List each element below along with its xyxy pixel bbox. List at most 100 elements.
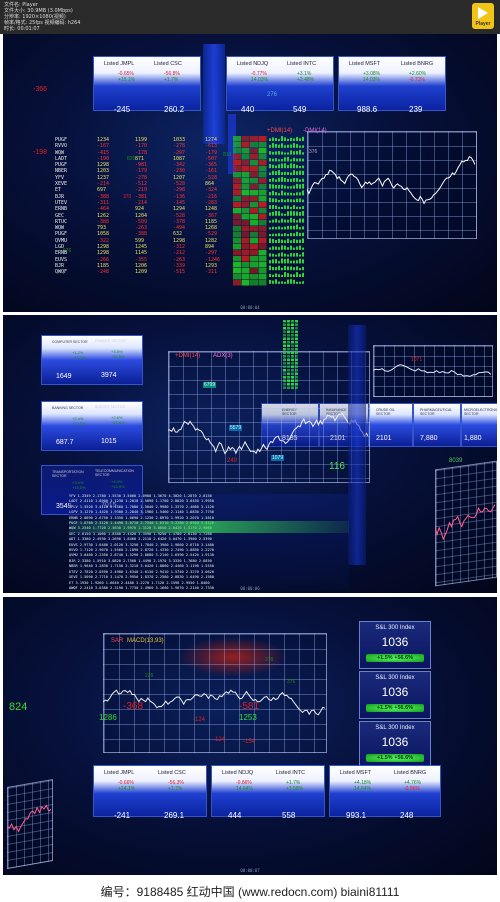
sector-box: PHARMACEUTICAL SECTOR 7,880 <box>413 403 461 447</box>
table-cell: -230 <box>173 168 186 175</box>
ticker-box: Listed MSFT Listed BNRG +3.08% 14.03% +2.… <box>338 56 446 114</box>
sector-title: MICROELECTRONICS SECTOR <box>464 408 497 416</box>
matrix-row: YFV 1.2349 2.1780 1.5530 3.5060 2.0980 1… <box>69 494 212 498</box>
index-change: +1.5% +56.6% <box>366 654 424 662</box>
ticker-name: Listed MSFT <box>349 61 381 67</box>
timecode: 00:00:06 <box>240 586 260 591</box>
sector-title: BUDGET SECTOR <box>95 405 126 409</box>
floating-number: 1071 <box>411 357 423 363</box>
ticker-pct: +15.1% <box>118 77 136 83</box>
ticker-value: 549 <box>293 105 307 114</box>
ticker-name: Listed CSC <box>158 770 186 776</box>
ticker-pct: -0.77% <box>251 71 267 77</box>
sector-value: 2101 <box>376 435 392 442</box>
table-cell: 1245 <box>135 244 148 251</box>
sector-box: BUDGET SECTOR +2.6% +16.5% 1015 <box>91 401 143 449</box>
table-cell: 1209 <box>135 269 148 276</box>
light-bar <box>203 44 225 144</box>
sector-box: CRUDE OIL SECTOR 2101 <box>369 403 413 447</box>
index-value: 1036 <box>381 685 409 699</box>
matrix-row: EUVS 2.9730 1.6480 2.0120 3.3250 1.7840 … <box>69 542 214 547</box>
ticker-value: -245 <box>114 105 131 114</box>
light-bar <box>228 114 236 174</box>
sector-value: 1,880 <box>464 435 482 442</box>
sector-box: COMPUTER SECTOR +1.2% +16.5% 1649 <box>41 335 143 385</box>
sector-box: FINANCE SECTOR +3.5% +16.5% 3974 <box>91 335 143 383</box>
watermark-footer: 编号：9188485 红动中国 (www.redocn.com) biaini8… <box>0 877 500 902</box>
table-cell: -145 <box>173 199 186 206</box>
sector-pct: +16.5% <box>111 420 125 425</box>
table-cell: 1058 <box>97 231 110 238</box>
matrix-row: RVVO 1.7120 2.9670 1.5560 2.1890 2.8720 … <box>69 548 214 553</box>
chart-label: +DMI(14) <box>267 128 293 134</box>
price-line <box>168 412 368 455</box>
frame-3: SAR MACD(13,93) 824 1286 1253 -368 -124 … <box>3 597 497 875</box>
table-cell: -529 <box>205 231 218 238</box>
table-cell: 1185 <box>97 262 110 269</box>
ticker-pct: +1.7% <box>286 780 301 786</box>
sector-value: 1649 <box>56 373 72 380</box>
table-cell: 1234 <box>97 137 110 143</box>
ticker-pct: +3.58% <box>286 786 304 792</box>
table-cell: -178 <box>135 149 148 156</box>
table-cell: GEC <box>55 212 65 219</box>
side-line <box>435 504 495 541</box>
ticker-name: Listed INTC <box>287 61 317 67</box>
ticker-pct: +2.48% <box>297 77 315 83</box>
table-cell: -528 <box>173 212 186 219</box>
table-cell: QWQF <box>55 269 68 276</box>
table-cell: 1262 <box>97 212 110 219</box>
table-cell: 599 <box>135 237 145 244</box>
chart-label: SAR <box>111 638 124 644</box>
sector-value: 7,880 <box>420 435 438 442</box>
ticker-value: 993.1 <box>346 811 367 820</box>
table-cell: 1206 <box>135 262 148 269</box>
table-cell: EUVS <box>55 256 68 263</box>
table-cell: WQW <box>55 149 65 156</box>
table-cell: -509 <box>135 218 148 225</box>
sector-value: 3549 <box>56 503 72 510</box>
table-cell: RTUC <box>55 218 68 225</box>
floating-number: 824 <box>9 701 28 713</box>
table-cell: 1294 <box>173 206 186 213</box>
table-cell: -179 <box>135 168 148 175</box>
sector-pct: +16.5% <box>72 421 86 426</box>
table-cell: -212 <box>173 250 186 257</box>
sector-title: INSURANCE SECTOR <box>326 408 356 416</box>
ticker-name: Listed JMPL <box>104 770 135 776</box>
price-line <box>103 689 325 716</box>
index-title: S&L 300 Index <box>375 625 415 631</box>
ticker-pct: -56.8% <box>164 71 180 77</box>
ticker-box: Listed NDJQ Listed INTC -0.86% 14.64% +1.… <box>211 765 325 820</box>
ticker-pct: -0.96% <box>404 786 420 792</box>
player-button[interactable]: Player <box>472 3 494 29</box>
matrix-row: ERNB 2.0890 2.6750 3.3350 1.6690 2.1230 … <box>69 515 214 520</box>
floating-number: -368 <box>123 701 144 712</box>
table-cell: 1237 <box>97 174 110 181</box>
ticker-pct: +14.1% <box>118 786 136 792</box>
floating-number: 1253 <box>239 713 257 722</box>
table-column: PUGF RVVO WQW LADT PUGF NBER YFV XEVE ET BJR UTEV E… <box>55 137 67 276</box>
matrix-row: XEVE 1.5090 2.7710 3.1470 2.9950 1.8370 … <box>69 575 214 580</box>
table-cell: -297 <box>173 149 186 156</box>
table-cell: -248 <box>97 269 110 276</box>
table-cell: -297 <box>205 250 218 257</box>
table-cell: -278 <box>135 174 148 181</box>
table-cell: 894 <box>205 244 215 251</box>
table-cell: -190 <box>97 155 110 162</box>
table-cell: -216 <box>205 193 218 200</box>
floating-number: -124 <box>193 717 206 723</box>
glow <box>178 637 288 677</box>
table-cell: 864 <box>205 181 215 188</box>
player-label: Player <box>475 21 491 27</box>
row-highlight <box>69 521 349 533</box>
ticker-pct: -0.86% <box>236 780 252 786</box>
timecode: 00:00:04 <box>240 305 260 310</box>
ticker-value: -241 <box>114 811 131 820</box>
table-cell: -322 <box>97 237 110 244</box>
table-cell: -263 <box>173 256 186 263</box>
price-line <box>307 155 475 205</box>
table-cell: -311 <box>205 269 218 276</box>
index-change: +1.5% +56.6% <box>366 754 424 762</box>
floating-number: -366 <box>33 86 48 93</box>
